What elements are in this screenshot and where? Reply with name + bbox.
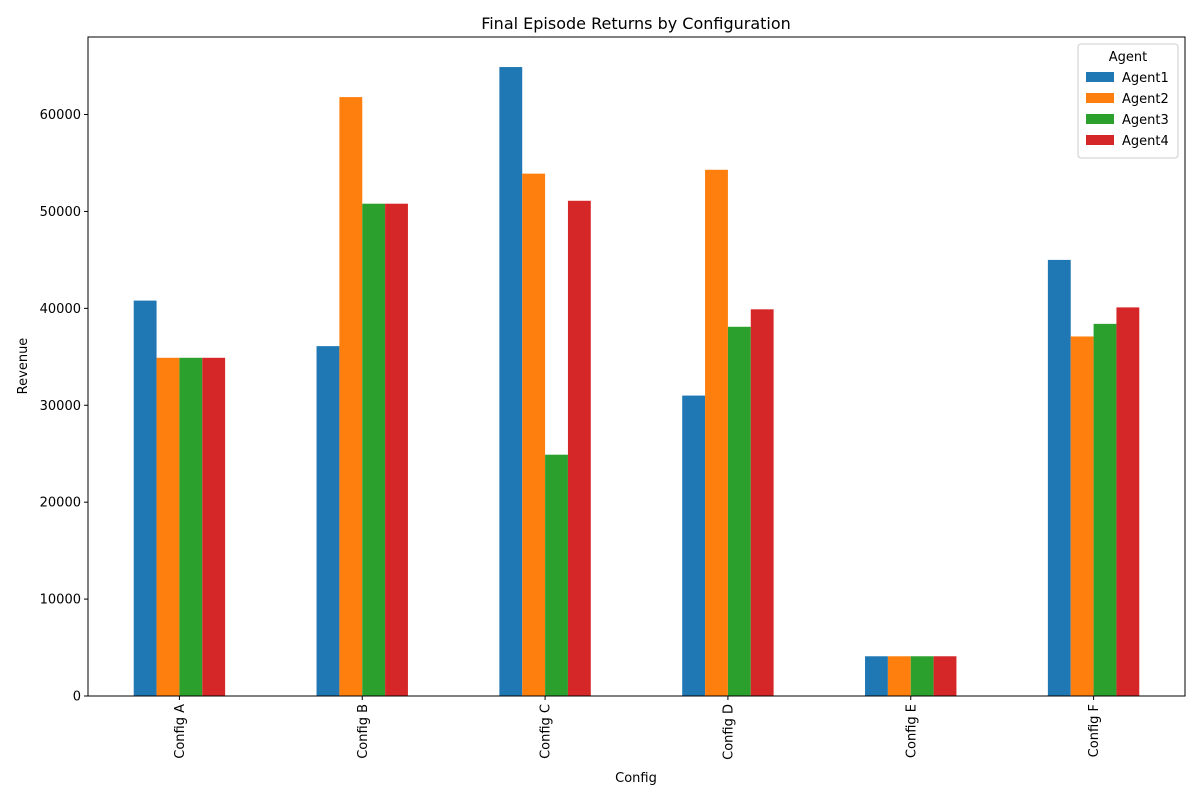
x-axis: Config A Config B Config C Config D Config E… [173, 696, 1102, 760]
legend-label-agent4: Agent4 [1122, 134, 1169, 149]
legend-swatch-agent4 [1086, 135, 1114, 145]
y-tick-label: 60000 [40, 108, 81, 123]
legend-label-agent2: Agent2 [1122, 92, 1169, 107]
bar-agent4-config-e [933, 656, 957, 696]
bar-agent2-config-e [887, 656, 911, 696]
bar-agent4-config-d [750, 309, 774, 696]
y-tick-label: 0 [73, 690, 81, 705]
y-axis: 0 10000 20000 30000 40000 50000 60000 [40, 108, 88, 705]
legend-swatch-agent3 [1086, 114, 1114, 124]
bar-agent1-config-a [133, 300, 157, 696]
y-tick-label: 30000 [40, 399, 81, 414]
x-tick-label: Config E [904, 704, 919, 758]
bar-agent1-config-e [865, 656, 888, 696]
bar-agent4-config-c [567, 200, 591, 696]
bar-agent4-config-b [385, 203, 408, 696]
bar-agent4-config-f [1116, 307, 1140, 696]
bar-agent2-config-f [1070, 336, 1094, 696]
x-axis-label: Config [615, 771, 657, 786]
x-tick-label: Config B [356, 704, 371, 759]
plot-area [87, 36, 1186, 697]
bar-agent3-config-c [545, 454, 568, 696]
bar-agent3-config-a [179, 357, 203, 696]
bar-agent3-config-e [910, 656, 934, 696]
legend-title: Agent [1109, 50, 1147, 65]
legend-label-agent3: Agent3 [1122, 113, 1169, 128]
x-tick-label: Config A [173, 704, 188, 759]
legend-swatch-agent1 [1086, 72, 1114, 82]
bar-agent2-config-b [339, 97, 363, 697]
y-tick-label: 50000 [40, 205, 81, 220]
bar-agent3-config-d [727, 326, 751, 696]
legend-swatch-agent2 [1086, 93, 1114, 103]
bar-agent1-config-f [1047, 259, 1071, 696]
bar-agent4-config-a [202, 357, 226, 696]
bar-agent2-config-c [522, 173, 546, 696]
x-tick-label: Config C [539, 704, 554, 759]
bar-agent2-config-a [156, 357, 180, 696]
bar-agent3-config-b [362, 203, 386, 696]
bar-agent1-config-c [499, 67, 523, 697]
bar-agent3-config-f [1093, 323, 1117, 696]
y-tick-label: 10000 [40, 593, 81, 608]
bar-agent1-config-d [682, 395, 706, 696]
x-tick-label: Config F [1087, 704, 1102, 757]
plot-frame [87, 36, 1186, 697]
x-tick-label: Config D [721, 704, 736, 760]
bar-agent2-config-d [705, 169, 728, 696]
bar-agent1-config-b [316, 346, 340, 696]
y-axis-label: Revenue [16, 338, 31, 395]
legend-label-agent1: Agent1 [1122, 71, 1169, 86]
chart-title: Final Episode Returns by Configuration [481, 14, 791, 33]
y-tick-label: 40000 [40, 302, 81, 317]
legend: Agent Agent1 Agent2 Agent3 Agent4 [1077, 43, 1179, 159]
y-tick-label: 20000 [40, 496, 81, 511]
